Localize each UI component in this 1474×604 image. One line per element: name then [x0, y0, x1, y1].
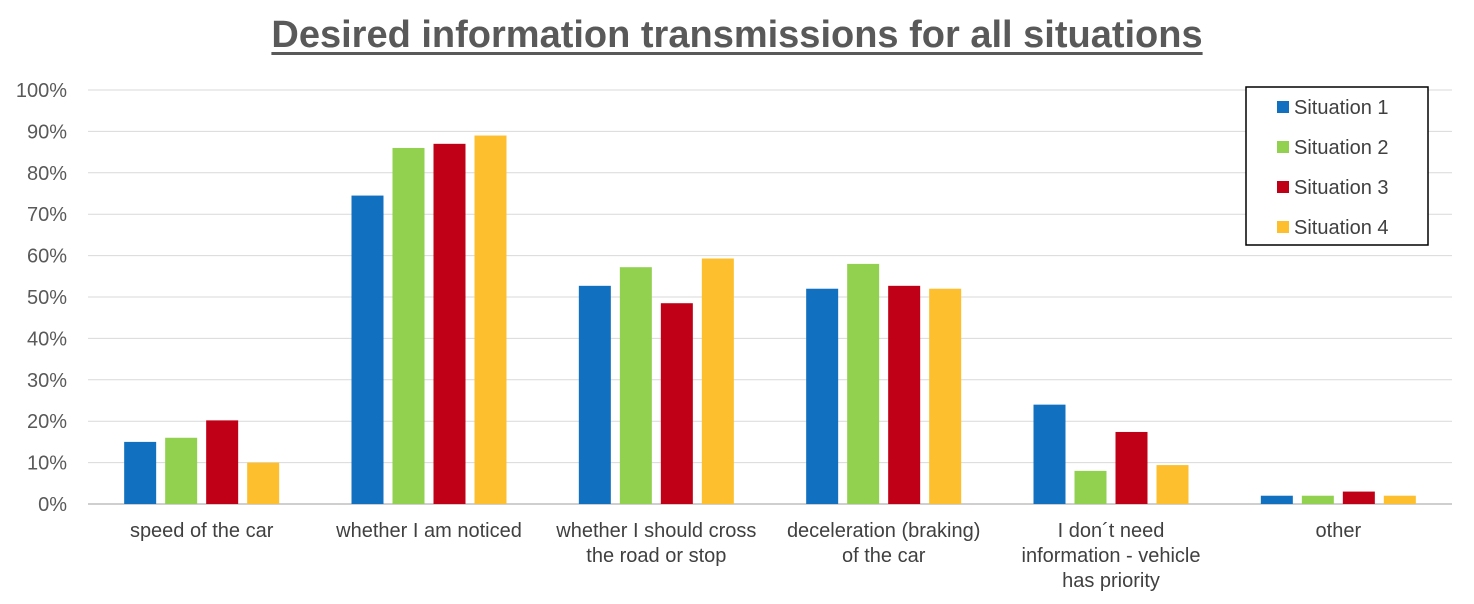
bar-situation-4-cat-1	[247, 462, 280, 504]
y-tick-label: 80%	[27, 163, 67, 185]
chart-title: Desired information transmissions for al…	[271, 14, 1203, 56]
category-label: whether I am noticed	[335, 520, 522, 542]
category-labels: speed of the car whether I am noticed whet…	[130, 520, 1362, 592]
bar-situation-1-cat-3	[578, 285, 611, 504]
bar-situation-4-cat-4	[929, 288, 962, 504]
y-tick-label: 50%	[27, 287, 67, 309]
y-axis-ticks: 0% 10% 20% 30% 40% 50% 60% 70% 80% 90% 100%	[16, 80, 67, 516]
y-tick-label: 0%	[38, 494, 67, 516]
category-label: whether I should cross the road or stop	[555, 520, 756, 567]
y-tick-label: 40%	[27, 328, 67, 350]
legend-label: Situation 1	[1294, 97, 1389, 119]
category-label: other	[1316, 520, 1362, 542]
legend: Situation 1 Situation 2 Situation 3 Situati…	[1245, 86, 1429, 246]
bar-situation-2-cat-1	[165, 437, 198, 504]
legend-label: Situation 4	[1294, 217, 1389, 239]
legend-swatch	[1277, 141, 1289, 153]
y-tick-label: 20%	[27, 411, 67, 433]
bar-situation-3-cat-6	[1342, 491, 1375, 504]
y-tick-label: 30%	[27, 370, 67, 392]
category-label: I don´t need information - vehicle has pri…	[1022, 520, 1201, 592]
bars	[124, 135, 1416, 505]
bar-situation-1-cat-5	[1033, 404, 1066, 504]
bar-situation-4-cat-5	[1156, 465, 1189, 504]
bar-situation-2-cat-3	[619, 267, 652, 504]
bar-situation-3-cat-5	[1115, 431, 1148, 504]
y-tick-label: 60%	[27, 246, 67, 268]
y-tick-label: 70%	[27, 204, 67, 226]
y-tick-label: 90%	[27, 121, 67, 143]
y-tick-label: 100%	[16, 80, 67, 102]
bar-situation-4-cat-3	[701, 258, 734, 504]
legend-label: Situation 2	[1294, 137, 1389, 159]
bar-situation-2-cat-6	[1301, 495, 1334, 504]
legend-box	[1245, 86, 1429, 246]
bar-situation-2-cat-2	[392, 147, 425, 504]
bar-situation-3-cat-1	[206, 420, 239, 504]
bar-situation-2-cat-5	[1074, 470, 1107, 504]
y-tick-label: 10%	[27, 453, 67, 475]
bar-situation-2-cat-4	[847, 263, 880, 504]
legend-swatch	[1277, 221, 1289, 233]
bar-situation-1-cat-6	[1260, 495, 1293, 504]
bar-situation-3-cat-4	[888, 285, 921, 504]
bar-situation-3-cat-2	[433, 143, 466, 504]
category-label: deceleration (braking) of the car	[787, 520, 980, 567]
bar-situation-1-cat-2	[351, 195, 384, 504]
legend-swatch	[1277, 181, 1289, 193]
bar-situation-1-cat-1	[124, 441, 157, 504]
legend-swatch	[1277, 101, 1289, 113]
category-label: speed of the car	[130, 520, 274, 542]
legend-label: Situation 3	[1294, 177, 1389, 199]
bar-situation-3-cat-3	[660, 303, 693, 504]
grid-lines	[88, 89, 1452, 505]
bar-situation-1-cat-4	[806, 288, 839, 504]
bar-situation-4-cat-6	[1383, 495, 1416, 504]
bar-situation-4-cat-2	[474, 135, 507, 505]
